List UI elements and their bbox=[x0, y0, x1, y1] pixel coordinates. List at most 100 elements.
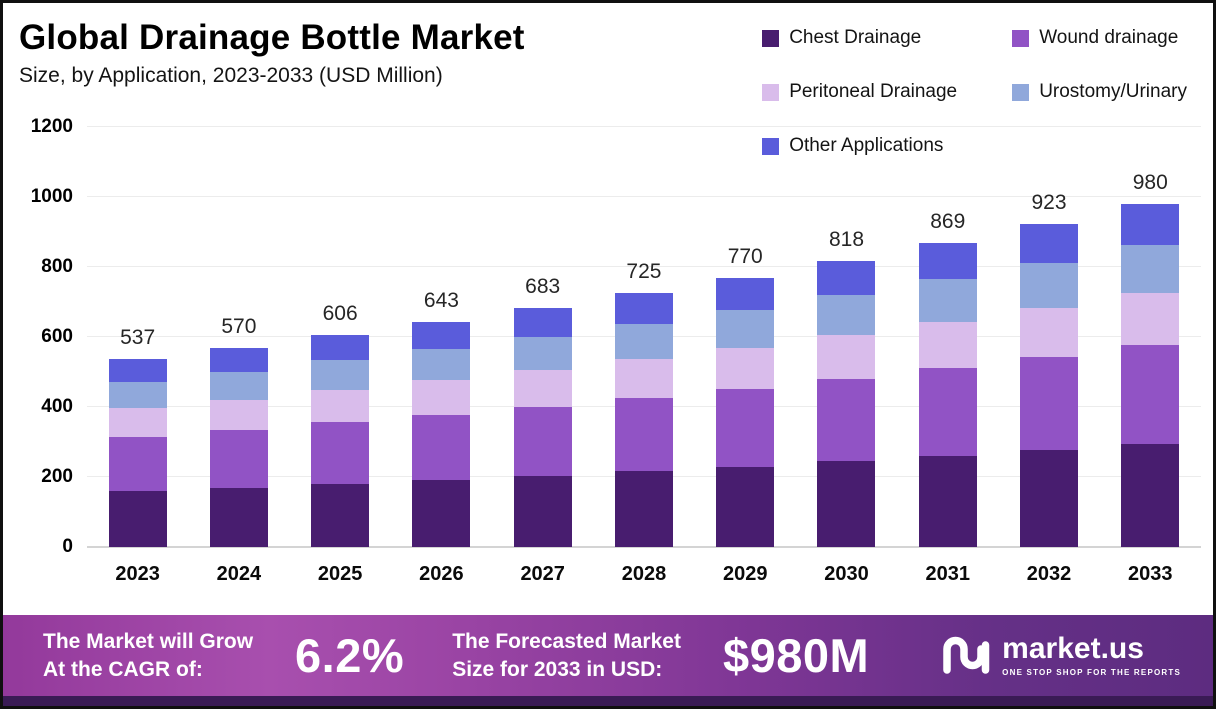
y-tick-label: 1000 bbox=[30, 186, 73, 207]
x-tick-label: 2031 bbox=[925, 563, 971, 585]
bar-segment bbox=[108, 359, 167, 382]
bar-segment bbox=[412, 321, 471, 349]
brand-text: market.us ONE STOP SHOP FOR THE REPORTS bbox=[1002, 632, 1181, 678]
y-axis: 0 200 400 600 800 1000 1200 bbox=[21, 116, 87, 557]
stacked-bar bbox=[209, 347, 268, 547]
bar-segment bbox=[412, 479, 471, 547]
bar-segment bbox=[108, 491, 167, 547]
bar-total-label: 770 bbox=[727, 244, 763, 268]
bar-segment bbox=[108, 408, 167, 437]
bar-segment bbox=[716, 310, 775, 348]
bar-segment bbox=[1020, 450, 1079, 547]
bar-segment bbox=[614, 359, 673, 398]
bar-segment bbox=[614, 293, 673, 324]
footer-banner: The Market will Grow At the CAGR of: 6.2… bbox=[3, 615, 1213, 696]
bar-segment bbox=[817, 461, 876, 547]
bar-segment bbox=[614, 323, 673, 360]
brand-name: market.us bbox=[1002, 632, 1144, 665]
stacked-bar bbox=[716, 277, 775, 547]
bar-segment bbox=[311, 360, 370, 390]
bar-total-label: 923 bbox=[1031, 190, 1067, 214]
bottom-strip bbox=[3, 696, 1213, 706]
stacked-bar bbox=[918, 242, 977, 547]
legend-label: Other Applications bbox=[789, 135, 944, 156]
cagr-label: The Market will Grow At the CAGR of: bbox=[43, 628, 253, 683]
bar-slot: 725 2028 bbox=[593, 127, 694, 585]
x-axis-baseline bbox=[87, 546, 1201, 548]
bar-segment bbox=[614, 397, 673, 472]
stacked-bar bbox=[311, 334, 370, 547]
bar-segment bbox=[918, 279, 977, 322]
bar-segment bbox=[1020, 262, 1079, 308]
bar-segment bbox=[209, 347, 268, 372]
bar-slot: 980 2033 bbox=[1100, 127, 1201, 585]
bar-segment bbox=[716, 466, 775, 547]
stacked-bar bbox=[513, 307, 572, 547]
brand-tagline: ONE STOP SHOP FOR THE REPORTS bbox=[1002, 668, 1181, 677]
y-tick-label: 800 bbox=[41, 256, 73, 277]
legend-swatch-icon bbox=[1012, 29, 1030, 47]
legend-swatch-icon bbox=[762, 83, 780, 101]
bar-segment bbox=[311, 422, 370, 484]
bar-segment bbox=[817, 378, 876, 462]
x-tick-label: 2032 bbox=[1026, 563, 1072, 585]
legend-label: Chest Drainage bbox=[789, 27, 922, 48]
bar-total-label: 980 bbox=[1132, 171, 1168, 194]
legend-item: Wound drainage bbox=[1012, 27, 1187, 49]
bar-segment bbox=[918, 242, 977, 280]
bar-slot: 570 2024 bbox=[188, 127, 289, 585]
bar-total-label: 537 bbox=[120, 326, 156, 350]
bar-segment bbox=[1121, 444, 1180, 547]
stacked-bar bbox=[108, 359, 167, 547]
x-tick-label: 2024 bbox=[216, 563, 262, 585]
bar-segment bbox=[716, 347, 775, 389]
chart-plot: 0 200 400 600 800 1000 1200 537 2023 570 2024 606 2… bbox=[21, 116, 1201, 585]
bar-segment bbox=[412, 380, 471, 415]
y-tick-label: 1200 bbox=[30, 116, 73, 137]
bar-total-label: 643 bbox=[423, 288, 459, 312]
bar-total-label: 683 bbox=[525, 274, 561, 298]
bar-segment bbox=[1020, 223, 1079, 263]
bar-slot: 643 2026 bbox=[391, 127, 492, 585]
legend-item: Peritoneal Drainage bbox=[762, 81, 1000, 103]
bar-segment bbox=[1020, 357, 1079, 451]
bar-slot: 606 2025 bbox=[290, 127, 391, 585]
x-tick-label: 2033 bbox=[1128, 563, 1173, 585]
bar-segment bbox=[513, 369, 572, 407]
stacked-bar bbox=[1020, 223, 1079, 547]
bar-slot: 923 2032 bbox=[998, 127, 1099, 585]
bar-segment bbox=[209, 430, 268, 488]
bar-segment bbox=[209, 371, 268, 400]
gridline bbox=[87, 266, 1201, 267]
bar-segment bbox=[311, 483, 370, 547]
bar-segment bbox=[412, 414, 471, 480]
cagr-label-line1: The Market will Grow bbox=[43, 630, 254, 654]
stacked-bar bbox=[412, 321, 471, 547]
bar-slot: 818 2030 bbox=[796, 127, 897, 585]
x-tick-label: 2030 bbox=[824, 563, 869, 585]
y-tick-label: 600 bbox=[41, 326, 73, 347]
x-tick-label: 2023 bbox=[115, 563, 160, 585]
gridline bbox=[87, 196, 1201, 197]
bar-total-label: 570 bbox=[221, 314, 257, 338]
legend-swatch-icon bbox=[1012, 83, 1030, 101]
bar-segment bbox=[513, 336, 572, 370]
legend-item: Urostomy/Urinary bbox=[1012, 81, 1187, 103]
bar-slot: 683 2027 bbox=[492, 127, 593, 585]
forecast-value: $980M bbox=[722, 629, 870, 682]
bar-segment bbox=[918, 321, 977, 369]
x-tick-label: 2029 bbox=[722, 563, 768, 585]
bar-total-label: 869 bbox=[930, 209, 966, 233]
forecast-label: The Forecasted Market Size for 2033 in U… bbox=[452, 628, 681, 683]
y-tick-label: 200 bbox=[41, 466, 73, 487]
page-subtitle: Size, by Application, 2023-2033 (USD Mil… bbox=[19, 63, 443, 87]
forecast-label-line2: Size for 2033 in USD: bbox=[452, 657, 663, 681]
x-tick-label: 2025 bbox=[317, 563, 363, 585]
stacked-bar bbox=[817, 260, 876, 547]
bar-segment bbox=[412, 348, 471, 381]
stacked-bar bbox=[1121, 204, 1180, 547]
bar-segment bbox=[817, 260, 876, 296]
gridline bbox=[87, 126, 1201, 127]
bar-slot: 869 2031 bbox=[897, 127, 998, 585]
